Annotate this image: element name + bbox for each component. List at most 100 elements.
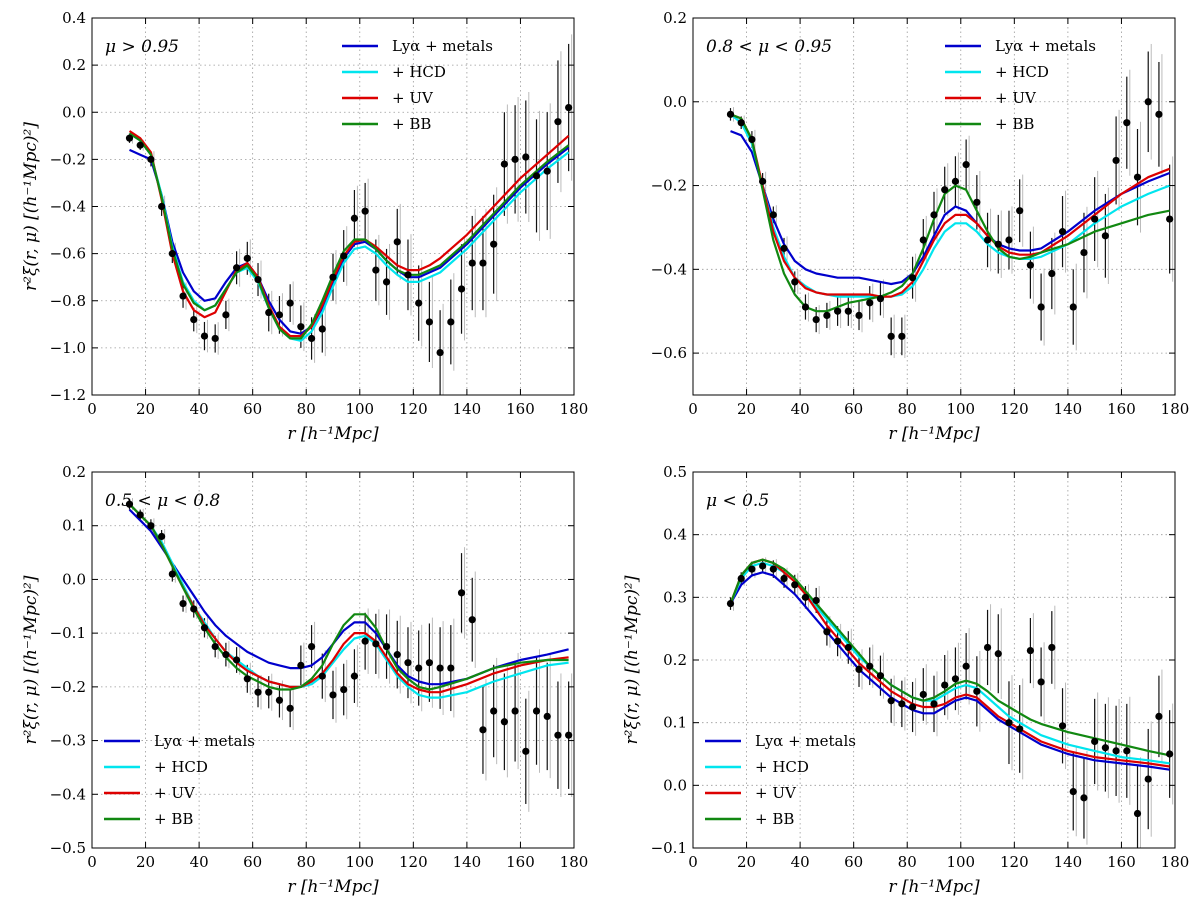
- data-point: [941, 681, 949, 689]
- y-tick-label: −0.8: [50, 292, 86, 310]
- y-tick-label: 0.2: [663, 651, 687, 669]
- data-point: [372, 640, 380, 648]
- data-point: [318, 672, 326, 680]
- data-point: [361, 207, 369, 215]
- data-point: [190, 316, 198, 324]
- data-point: [1166, 215, 1174, 223]
- y-tick-label: −0.2: [651, 177, 687, 195]
- y-tick-label: 0.3: [663, 588, 687, 606]
- data-point: [748, 565, 756, 573]
- x-tick-label: 20: [136, 400, 155, 418]
- data-point: [834, 637, 842, 645]
- x-tick-label: 80: [297, 853, 316, 871]
- axes-frame: [692, 17, 1176, 396]
- data-point: [468, 259, 476, 267]
- data-point: [769, 211, 777, 219]
- data-point: [436, 348, 444, 357]
- data-point: [275, 311, 284, 319]
- y-tick-label: −0.3: [50, 732, 86, 750]
- data-point: [1101, 232, 1109, 240]
- x-axis-label: r [h⁻¹Mpc]: [888, 424, 980, 444]
- x-tick-label: 0: [688, 853, 698, 871]
- data-point: [522, 153, 530, 161]
- x-tick-label: 100: [345, 400, 374, 418]
- data-point: [962, 161, 970, 169]
- legend-label: + BB: [755, 810, 794, 828]
- data-point: [200, 624, 209, 632]
- data-point: [565, 731, 573, 739]
- data-point: [168, 250, 176, 258]
- y-tick-label: −0.5: [50, 839, 86, 857]
- data-point: [1069, 788, 1077, 796]
- x-tick-label: 100: [345, 853, 374, 871]
- legend-label: + HCD: [755, 758, 809, 776]
- y-tick-label: −0.2: [50, 150, 86, 168]
- x-tick-label: 100: [946, 400, 975, 418]
- data-point: [1155, 712, 1163, 721]
- x-tick-label: 60: [243, 400, 262, 418]
- data-point: [393, 651, 401, 659]
- data-point: [415, 299, 423, 307]
- y-tick-label: −0.6: [50, 245, 86, 263]
- data-point: [297, 323, 305, 331]
- panel-3: 0 20 40 60 80 100 120 140 160 180 −0.5 −0.4 −0.3 −0.2…: [21, 463, 588, 897]
- data-point: [1144, 98, 1152, 106]
- data-point: [962, 662, 970, 670]
- data-point: [254, 275, 262, 284]
- x-tick-label: 140: [453, 853, 482, 871]
- x-tick-label: 100: [946, 853, 975, 871]
- data-point: [1048, 643, 1056, 652]
- legend-label: + BB: [154, 810, 193, 828]
- data-point: [1058, 722, 1067, 730]
- data-point: [125, 134, 134, 142]
- data-point: [147, 522, 155, 530]
- y-tick-label: −0.4: [50, 785, 86, 803]
- legend-label: Lyα + metals: [392, 37, 493, 55]
- data-point: [1005, 236, 1013, 244]
- data-point: [951, 675, 960, 683]
- data-point: [532, 707, 541, 715]
- data-point: [941, 186, 949, 194]
- x-axis-label: r [h⁻¹Mpc]: [287, 424, 379, 444]
- data-point: [457, 589, 466, 597]
- data-point: [265, 688, 273, 696]
- y-tick-label: −0.4: [50, 198, 86, 216]
- data-point: [511, 155, 519, 163]
- data-point: [866, 299, 874, 307]
- data-point: [876, 672, 885, 680]
- data-point: [908, 274, 917, 282]
- data-point: [726, 600, 735, 608]
- data-point: [898, 332, 906, 340]
- y-tick-label: 0.2: [62, 463, 86, 481]
- data-point: [329, 691, 337, 699]
- x-tick-label: 40: [791, 853, 810, 871]
- data-point: [1016, 207, 1024, 215]
- series-line--bb: [730, 113, 1170, 313]
- data-point: [791, 581, 799, 589]
- data-point: [1048, 269, 1056, 278]
- legend-label: + BB: [995, 115, 1034, 133]
- data-point: [983, 236, 992, 244]
- x-tick-label: 180: [560, 853, 589, 871]
- data-point: [1037, 678, 1045, 686]
- x-tick-label: 180: [560, 400, 589, 418]
- legend: Lyα + metals + HCD + UV + BB: [342, 37, 493, 133]
- data-point: [1069, 303, 1077, 311]
- x-tick-label: 80: [297, 400, 316, 418]
- data-point: [350, 214, 359, 222]
- plot-content: [125, 498, 573, 812]
- data-point: [780, 574, 788, 583]
- data-point: [479, 726, 487, 734]
- data-point: [1155, 110, 1163, 118]
- legend-label: + HCD: [995, 63, 1049, 81]
- panel-2: 0 20 40 60 80 100 120 140 160 180 −0.6 −0.4 −0.2 0.0 0…: [651, 9, 1190, 444]
- data-point: [543, 167, 551, 175]
- series-line--uv: [128, 130, 570, 338]
- axes-frame: [91, 471, 575, 849]
- data-point: [1133, 173, 1142, 181]
- legend-label: + UV: [154, 784, 196, 802]
- data-point: [382, 642, 391, 651]
- data-point: [812, 596, 820, 605]
- data-point: [1026, 261, 1034, 269]
